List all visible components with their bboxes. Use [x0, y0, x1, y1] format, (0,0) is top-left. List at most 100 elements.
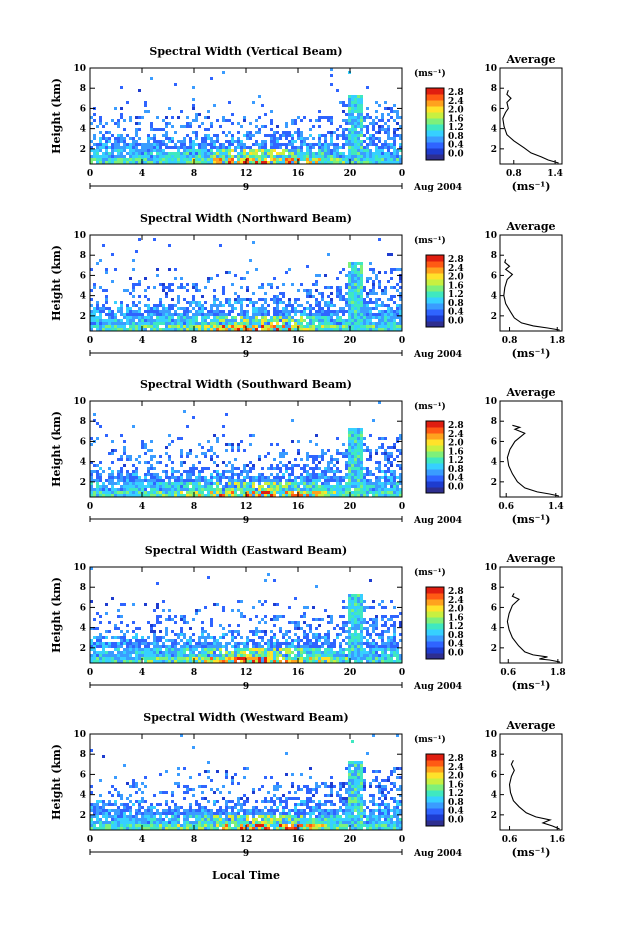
heatmap-cell: [324, 161, 327, 164]
heatmap-cell: [351, 143, 354, 146]
heatmap-cell: [273, 458, 276, 461]
heatmap-cell: [99, 488, 102, 491]
heatmap-cell: [288, 131, 291, 134]
heatmap-cell: [342, 630, 345, 633]
heatmap-cell: [384, 437, 387, 440]
heatmap-cell: [258, 322, 261, 325]
heatmap-cell: [342, 146, 345, 149]
heatmap-cell: [171, 152, 174, 155]
heatmap-cell: [351, 437, 354, 440]
heatmap-cell: [351, 657, 354, 660]
heatmap-cell: [306, 289, 309, 292]
heatmap-cell: [291, 621, 294, 624]
heatmap-cell: [258, 491, 261, 494]
heatmap-cell: [111, 818, 114, 821]
heatmap-cell: [291, 657, 294, 660]
heatmap-cell: [330, 328, 333, 331]
heatmap-cell: [153, 645, 156, 648]
heatmap-cell: [303, 476, 306, 479]
heatmap-cell: [219, 152, 222, 155]
heatmap-cell: [285, 452, 288, 455]
heatmap-cell: [186, 657, 189, 660]
heatmap-cell: [399, 316, 402, 319]
heatmap-cell: [216, 491, 219, 494]
heatmap-cell: [255, 119, 258, 122]
heatmap-cell: [186, 122, 189, 125]
heatmap-cell: [372, 289, 375, 292]
heatmap-cell: [357, 152, 360, 155]
heatmap-cell: [195, 134, 198, 137]
heatmap-cell: [387, 107, 390, 110]
heatmap-cell: [339, 161, 342, 164]
heatmap-cell: [207, 491, 210, 494]
heatmap-cell: [108, 161, 111, 164]
heatmap-cell: [162, 283, 165, 286]
heatmap-cell: [108, 815, 111, 818]
heatmap-cell: [258, 455, 261, 458]
heatmap-cell: [213, 491, 216, 494]
heatmap-cell: [345, 155, 348, 158]
heatmap-cell: [102, 328, 105, 331]
heatmap-cell: [210, 485, 213, 488]
heatmap-cell: [132, 310, 135, 313]
heatmap-cell: [303, 485, 306, 488]
heatmap-cell: [309, 304, 312, 307]
heatmap-cell: [168, 244, 171, 247]
heatmap-cell: [90, 122, 93, 125]
heatmap-cell: [240, 494, 243, 497]
heatmap-cell: [351, 262, 354, 265]
heatmap-cell: [162, 313, 165, 316]
heatmap-cell: [327, 633, 330, 636]
heatmap-cell: [102, 304, 105, 307]
heatmap-cell: [189, 301, 192, 304]
heatmap-cell: [279, 152, 282, 155]
heatmap-cell: [366, 152, 369, 155]
heatmap-cell: [210, 155, 213, 158]
heatmap-cell: [324, 654, 327, 657]
heatmap-cell: [258, 325, 261, 328]
heatmap-cell: [381, 289, 384, 292]
heatmap-cell: [312, 455, 315, 458]
heatmap-cell: [318, 624, 321, 627]
heatmap-cell: [282, 295, 285, 298]
heatmap-cell: [369, 137, 372, 140]
heatmap-cell: [219, 642, 222, 645]
heatmap-cell: [360, 473, 363, 476]
heatmap-cell: [228, 158, 231, 161]
heatmap-cell: [354, 639, 357, 642]
heatmap-cell: [153, 328, 156, 331]
heatmap-cell: [276, 467, 279, 470]
heatmap-cell: [261, 143, 264, 146]
heatmap-cell: [180, 125, 183, 128]
heatmap-cell: [261, 479, 264, 482]
heatmap-cell: [228, 119, 231, 122]
heatmap-cell: [255, 642, 258, 645]
heatmap-cell: [399, 325, 402, 328]
heatmap-cell: [126, 660, 129, 663]
heatmap-cell: [366, 606, 369, 609]
heatmap-cell: [339, 488, 342, 491]
heatmap-cell: [213, 434, 216, 437]
heatmap-cell: [189, 494, 192, 497]
heatmap-cell: [375, 322, 378, 325]
heatmap-cell: [381, 642, 384, 645]
heatmap-cell: [372, 134, 375, 137]
heatmap-cell: [273, 307, 276, 310]
heatmap-cell: [198, 461, 201, 464]
heatmap-cell: [285, 325, 288, 328]
heatmap-cell: [351, 98, 354, 101]
heatmap-cell: [255, 494, 258, 497]
heatmap-cell: [153, 455, 156, 458]
heatmap-cell: [228, 155, 231, 158]
heatmap-cell: [315, 473, 318, 476]
heatmap-cell: [345, 274, 348, 277]
heatmap-cell: [348, 131, 351, 134]
heatmap-cell: [258, 128, 261, 131]
heatmap-cell: [396, 155, 399, 158]
heatmap-cell: [213, 482, 216, 485]
heatmap-cell: [330, 313, 333, 316]
heatmap-cell: [90, 304, 93, 307]
heatmap-cell: [144, 654, 147, 657]
colorbar-tick-label: 0.4: [448, 474, 464, 484]
heatmap-cell: [144, 328, 147, 331]
